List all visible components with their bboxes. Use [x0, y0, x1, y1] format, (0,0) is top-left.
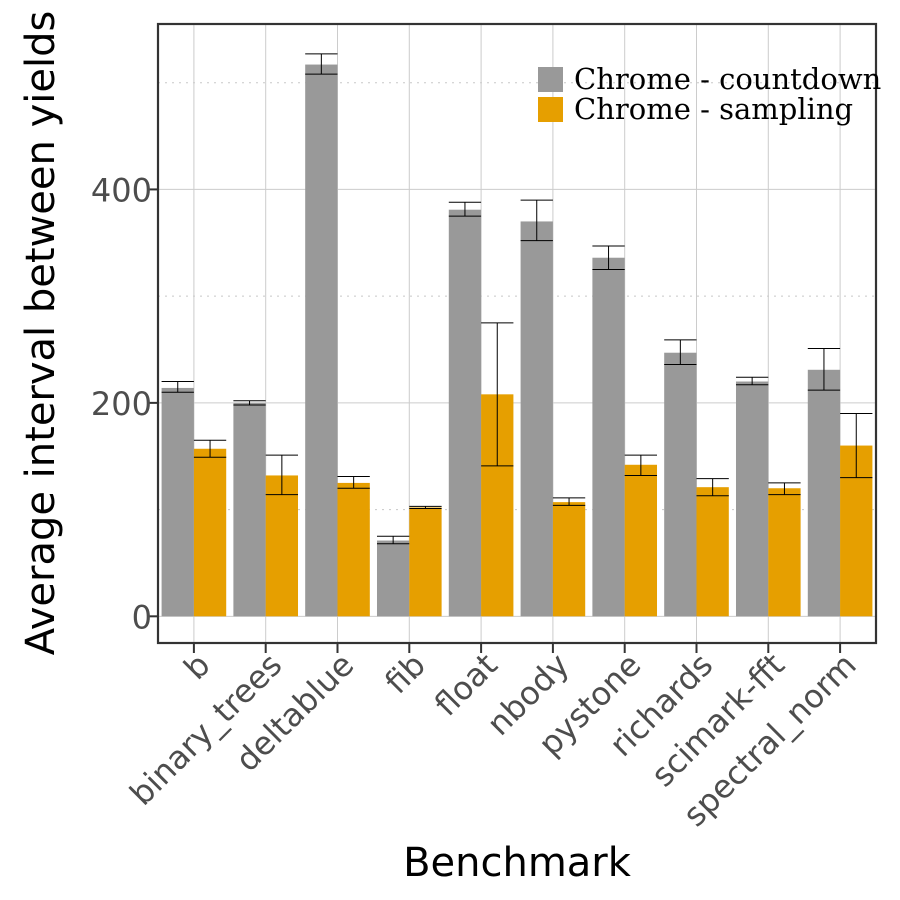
- legend-label: Chrome - countdown: [574, 62, 881, 96]
- error-bars: [161, 53, 873, 545]
- x-tick-label: fib: [377, 646, 432, 701]
- bar: [305, 64, 338, 617]
- bar: [520, 221, 553, 617]
- legend-label: Chrome - sampling: [574, 92, 853, 126]
- y-tick-label: 0: [132, 598, 152, 636]
- bar: [735, 381, 769, 617]
- bars: [161, 64, 873, 617]
- bar: [376, 540, 410, 617]
- y-tick-label: 400: [91, 171, 152, 209]
- bar: [448, 209, 482, 617]
- bar: [592, 257, 625, 617]
- plot-border: [156, 22, 878, 645]
- bar: [624, 464, 658, 617]
- bar: [664, 352, 697, 617]
- legend-swatch: [538, 67, 563, 92]
- bar: [768, 488, 801, 617]
- x-axis-title: Benchmark: [403, 840, 632, 886]
- bar: [807, 369, 841, 617]
- bar: [409, 507, 442, 617]
- bar: [337, 482, 370, 617]
- y-axis-title: Average interval between yields: [18, 11, 64, 656]
- legend-swatch: [538, 97, 563, 122]
- x-tick-label: b: [176, 646, 217, 687]
- y-tick-label: 200: [91, 385, 152, 423]
- bar: [193, 448, 227, 617]
- bar: [265, 475, 299, 617]
- bar: [696, 487, 729, 617]
- bar: [161, 387, 194, 617]
- bar: [233, 402, 266, 617]
- bar: [552, 502, 586, 617]
